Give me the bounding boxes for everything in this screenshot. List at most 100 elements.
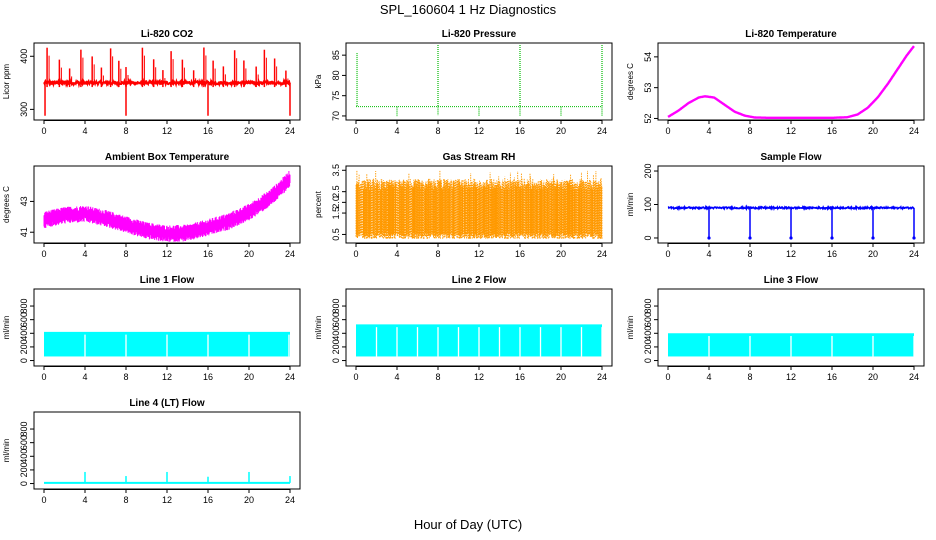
x-tick-label: 0 — [353, 372, 358, 382]
y-tick-label: 43 — [19, 196, 29, 206]
x-tick-label: 20 — [556, 249, 566, 259]
y-tick-label: 70 — [331, 111, 341, 121]
panel-title: Line 2 Flow — [452, 275, 507, 286]
x-tick-label: 24 — [909, 126, 919, 136]
x-tick-label: 0 — [665, 249, 670, 259]
x-tick-label: 12 — [474, 372, 484, 382]
y-tick-label: 400 — [643, 326, 653, 341]
x-tick-label: 24 — [909, 249, 919, 259]
x-tick-label: 12 — [786, 249, 796, 259]
x-tick-label: 12 — [162, 372, 172, 382]
panel-title: Line 3 Flow — [764, 275, 819, 286]
x-tick-label: 16 — [827, 249, 837, 259]
y-tick-label: 2.5 — [331, 185, 341, 198]
y-tick-label: 100 — [643, 197, 653, 212]
x-tick-label: 16 — [203, 372, 213, 382]
panel-7: Line 1 Flow ml/min 0 4 8 12 16 20 24 0 20040060080… — [2, 275, 301, 382]
x-tick-label: 20 — [244, 372, 254, 382]
x-tick-label: 16 — [515, 372, 525, 382]
y-tick-label: 200 — [643, 339, 653, 354]
y-tick-label: 400 — [19, 49, 29, 64]
panel-4: Ambient Box Temperature degrees C 0 4 8 12 16 2… — [2, 152, 301, 259]
y-tick-label: 80 — [331, 70, 341, 80]
y-tick-label: 600 — [331, 312, 341, 327]
panel-9: Line 3 Flow ml/min 0 4 8 12 16 20 24 0 20040060080… — [626, 275, 925, 382]
x-tick-label: 0 — [665, 372, 670, 382]
panel-2: Li-820 Pressure kPa 0 4 8 12 16 20 24 70 75 80 85 — [314, 29, 613, 136]
y-tick-label: 600 — [19, 435, 29, 450]
panel-1: Li-820 CO2 Licor ppm 0 4 8 12 16 20 24 300 400 — [2, 29, 301, 136]
y-tick-label: 200 — [19, 339, 29, 354]
x-tick-label: 8 — [747, 372, 752, 382]
plot-frame — [657, 42, 925, 121]
x-tick-label: 8 — [123, 372, 128, 382]
y-tick-label: 200 — [643, 164, 653, 179]
series-band — [43, 171, 291, 242]
y-tick-label: 41 — [19, 227, 29, 237]
panel-title: Ambient Box Temperature — [105, 152, 230, 163]
panel-title: Gas Stream RH — [443, 152, 516, 163]
x-tick-label: 8 — [435, 249, 440, 259]
y-tick-label: 300 — [19, 102, 29, 117]
y-tick-label: 600 — [19, 312, 29, 327]
y-axis-label: degrees C — [626, 63, 635, 100]
x-tick-label: 24 — [285, 249, 295, 259]
x-tick-label: 0 — [41, 372, 46, 382]
y-axis-label: ml/min — [2, 316, 11, 340]
x-tick-label: 16 — [203, 249, 213, 259]
x-tick-label: 24 — [909, 372, 919, 382]
x-tick-label: 8 — [435, 372, 440, 382]
x-tick-label: 20 — [244, 126, 254, 136]
x-tick-label: 20 — [868, 249, 878, 259]
panel-8: Line 2 Flow ml/min 0 4 8 12 16 20 24 0 20040060080… — [314, 275, 613, 382]
x-tick-label: 12 — [162, 126, 172, 136]
x-tick-label: 4 — [82, 126, 87, 136]
x-tick-label: 8 — [123, 126, 128, 136]
x-tick-label: 20 — [868, 372, 878, 382]
x-tick-label: 12 — [474, 126, 484, 136]
x-tick-label: 16 — [203, 126, 213, 136]
x-tick-label: 24 — [285, 495, 295, 505]
series-line — [43, 77, 291, 89]
panel-title: Li-820 CO2 — [141, 29, 194, 40]
x-tick-label: 12 — [162, 495, 172, 505]
x-tick-label: 12 — [474, 249, 484, 259]
panel-title: Li-820 Pressure — [442, 29, 517, 40]
dip-point — [912, 236, 916, 240]
y-tick-label: 400 — [19, 326, 29, 341]
y-tick-label: 0 — [643, 235, 653, 240]
x-tick-label: 16 — [827, 372, 837, 382]
x-tick-label: 8 — [435, 126, 440, 136]
x-tick-label: 0 — [353, 249, 358, 259]
y-tick-label: 1.5 — [331, 207, 341, 220]
x-tick-label: 8 — [747, 126, 752, 136]
x-tick-label: 20 — [868, 126, 878, 136]
y-tick-label: 200 — [331, 339, 341, 354]
y-tick-label: 54 — [643, 52, 653, 62]
x-tick-label: 0 — [41, 495, 46, 505]
x-tick-label: 16 — [515, 249, 525, 259]
panel-6: Sample Flow ml/min 0 4 8 12 16 20 24 0 100 200 — [626, 152, 925, 259]
x-tick-label: 20 — [244, 495, 254, 505]
x-tick-label: 4 — [394, 126, 399, 136]
y-axis-label: ml/min — [2, 439, 11, 463]
x-tick-label: 20 — [556, 126, 566, 136]
panel-title: Line 1 Flow — [140, 275, 195, 286]
x-tick-label: 8 — [123, 249, 128, 259]
series-band — [355, 170, 603, 239]
x-tick-label: 16 — [203, 495, 213, 505]
x-axis-label: Hour of Day (UTC) — [413, 517, 523, 532]
y-tick-label: 0 — [331, 358, 341, 363]
y-tick-label: 2.0 — [331, 196, 341, 209]
dip-point — [748, 236, 752, 240]
panel-10: Line 4 (LT) Flow ml/min 0 4 8 12 16 20 24 0 200400… — [2, 398, 301, 505]
y-tick-label: 0 — [19, 481, 29, 486]
x-tick-label: 24 — [597, 126, 607, 136]
y-tick-label: 0.5 — [331, 228, 341, 241]
y-axis-label: ml/min — [314, 316, 323, 340]
y-axis-label: kPa — [314, 74, 323, 88]
panel-5: Gas Stream RH percent 0 4 8 12 16 20 24 0.5 1.52.0… — [314, 152, 613, 259]
dip-point — [830, 236, 834, 240]
y-tick-label: 200 — [19, 462, 29, 477]
